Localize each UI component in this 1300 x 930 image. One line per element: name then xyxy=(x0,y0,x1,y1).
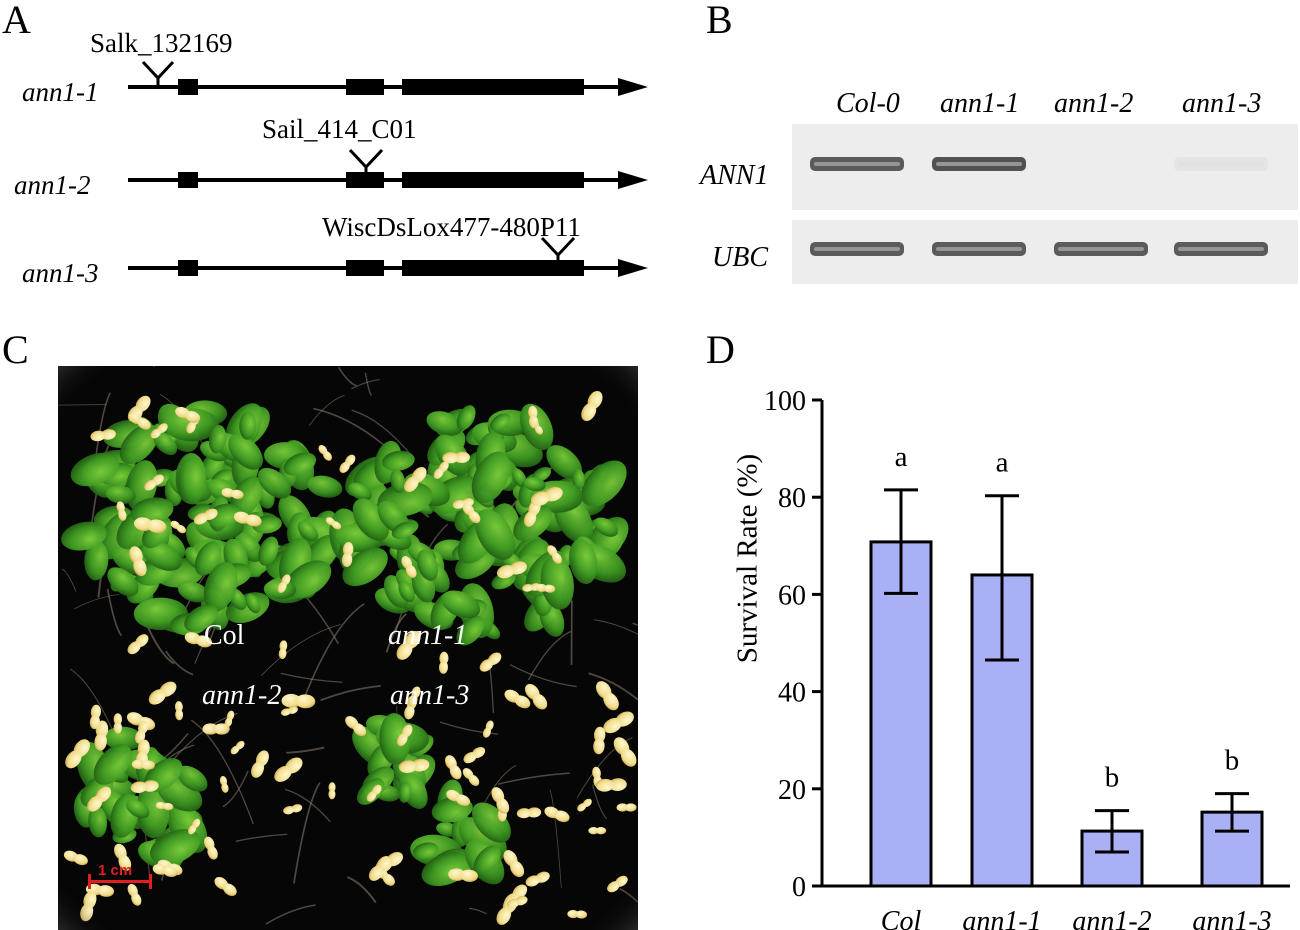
panel-letter-a: A xyxy=(2,0,31,42)
gel-image xyxy=(792,124,1298,284)
panel-letter-b: B xyxy=(706,0,733,42)
y-tick-label: 0 xyxy=(792,872,806,903)
insertion-label-2: Sail_414_C01 xyxy=(262,114,417,144)
insertion-label-3: WiscDsLox477-480P11 xyxy=(322,212,581,242)
significance-letter: b xyxy=(1225,745,1240,777)
gene-label-ann1: ANN1 xyxy=(700,160,769,191)
lane-label-col-0: Col-0 xyxy=(836,88,900,119)
lane-label-ann1-2: ann1-2 xyxy=(1054,88,1134,119)
x-tick-label: Col xyxy=(881,906,922,930)
insertion-marker-3 xyxy=(540,236,576,268)
y-tick-label: 40 xyxy=(778,678,806,709)
seedling-plate-photo: Col ann1-1 ann1-2 ann1-3 1 cm xyxy=(58,366,638,930)
scale-bar-label: 1 cm xyxy=(98,862,133,879)
y-tick-label: 100 xyxy=(764,386,806,417)
gene-label-ann1-2: ann1-2 xyxy=(14,170,91,200)
panel-letter-c: C xyxy=(2,327,29,372)
significance-letter: b xyxy=(1105,762,1120,794)
x-tick-label: ann1-3 xyxy=(1192,906,1271,930)
insertion-marker-1 xyxy=(141,60,175,87)
scale-bar xyxy=(88,874,152,889)
insertion-label-1: Salk_132169 xyxy=(90,28,233,58)
gene-model-ann1-2: ann1-2 Sail_414_C01 xyxy=(14,114,648,200)
gene-label-ann1-1: ann1-1 xyxy=(22,77,99,107)
photo-label-col: Col xyxy=(204,620,245,651)
bar-col xyxy=(869,540,933,888)
panel-letter-d: D xyxy=(706,327,735,372)
gene-model-ann1-1: ann1-1 Salk_132169 xyxy=(22,28,648,107)
lane-label-ann1-1: ann1-1 xyxy=(940,88,1020,119)
gene-label-ubc: UBC xyxy=(712,242,768,273)
gel-band-ann1-4 xyxy=(1174,157,1268,171)
x-tick-label: ann1-2 xyxy=(1072,906,1151,930)
y-tick-label: 60 xyxy=(778,580,806,611)
significance-letter: a xyxy=(996,447,1009,479)
y-axis-title: Survival Rate (%) xyxy=(731,453,764,664)
gene-model-ann1-3: ann1-3 WiscDsLox477-480P11 xyxy=(22,212,648,288)
photo-label-ann1-1: ann1-1 xyxy=(388,620,468,651)
photo-label-ann1-3: ann1-3 xyxy=(390,680,470,711)
x-tick-label: ann1-1 xyxy=(962,906,1041,930)
insertion-marker-2 xyxy=(348,148,384,180)
lane-label-ann1-3: ann1-3 xyxy=(1182,88,1262,119)
y-tick-label: 80 xyxy=(778,483,806,514)
y-tick-label: 20 xyxy=(778,775,806,806)
significance-letter: a xyxy=(895,441,908,473)
gene-label-ann1-3: ann1-3 xyxy=(22,258,99,288)
survival-rate-chart: 0 20 40 60 80 100 a Col a ann1-1 b ann1-2 b ann1-3 xyxy=(764,386,1290,930)
photo-label-ann1-2: ann1-2 xyxy=(202,680,282,711)
gene-structure-diagram: ann1-1 Salk_132169 ann1-2 Sail_414_C01 a… xyxy=(14,28,648,288)
